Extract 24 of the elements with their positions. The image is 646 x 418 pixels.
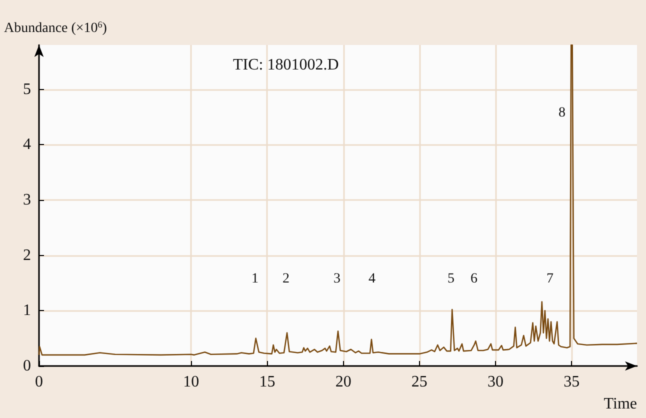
- y-tick-label: 4: [23, 136, 31, 154]
- y-tick-label: 0: [23, 358, 31, 374]
- x-tick-label: 35: [564, 374, 580, 390]
- x-tick-label: 25: [411, 374, 428, 390]
- annotation: 4: [368, 272, 376, 286]
- text: TIC: 1801002.D: [233, 56, 339, 74]
- annotation: 7: [546, 272, 554, 286]
- annotation: 6: [470, 272, 478, 286]
- x-tick-label: 30: [487, 374, 504, 390]
- line-series: [38, 44, 638, 356]
- y-tick-label: 1: [23, 302, 31, 320]
- x-tick-label: 15: [259, 374, 276, 390]
- x-axis-title: Time: [604, 396, 637, 412]
- x-tick-label: 10: [183, 374, 200, 390]
- y-tick-label: 2: [23, 246, 31, 264]
- y-tick-label: 3: [23, 191, 31, 208]
- annotation: 3: [334, 272, 340, 286]
- annotation: 1: [252, 272, 258, 286]
- x-tick-label: 20: [335, 374, 352, 390]
- annotation: 2: [282, 272, 290, 286]
- annotation: 5: [448, 272, 454, 286]
- annotation: 8: [558, 106, 566, 120]
- y-tick-label: 5: [23, 80, 31, 98]
- x-tick-label: 0: [35, 374, 43, 390]
